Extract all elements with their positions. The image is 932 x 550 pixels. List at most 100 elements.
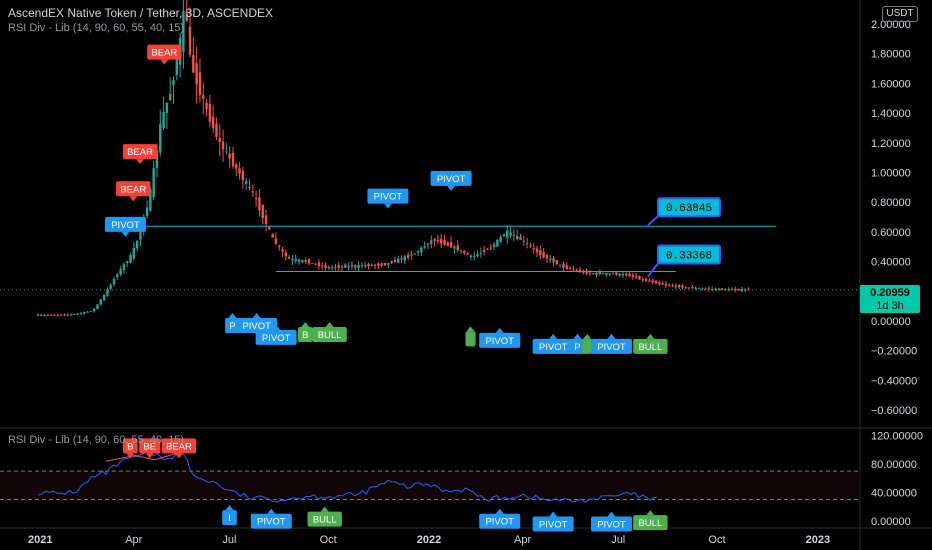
rsi-signal-label-pivot-box [479, 513, 521, 529]
time-axis-tick-label: 2021 [28, 534, 52, 546]
candle-body [334, 266, 337, 268]
candle-body [367, 263, 370, 267]
candle-body [112, 278, 116, 285]
signal-label-pivot: P [570, 333, 585, 354]
signal-label-bull-arrow [466, 326, 475, 332]
signal-label-bull-box [465, 331, 476, 347]
candle-body [185, 11, 188, 21]
price-axis-tick-label: 0.40000 [871, 257, 911, 269]
candle-body [625, 273, 628, 276]
rsi-axis-tick-label: 0.00000 [871, 516, 911, 528]
rsi-signal-label-pivot: PIVOT [479, 508, 521, 529]
candle-body [734, 288, 737, 291]
symbol-title[interactable]: AscendEX Native Token / Tether, 3D, ASCE… [8, 6, 274, 20]
candle-body [46, 314, 50, 316]
candle-body [69, 314, 73, 316]
candle-body [545, 255, 549, 259]
candle-body [370, 265, 373, 267]
signal-label-pivot-arrow [383, 203, 392, 209]
candle-body [532, 248, 535, 250]
signal-label-pivot-text: PIVOT [485, 336, 514, 347]
signal-label-bull-box [298, 326, 313, 342]
candle-body [621, 274, 625, 276]
candle-body [182, 11, 185, 52]
signal-label-pivot-arrow [573, 333, 582, 339]
candle-body [423, 246, 426, 248]
candle-body [198, 72, 202, 96]
signal-label-bull: B [298, 321, 313, 342]
candle-body [152, 168, 155, 198]
rsi-signal-label-bear-box [123, 438, 138, 454]
candle-body [420, 247, 423, 253]
candle-body [202, 95, 205, 99]
rsi-signal-label-bear-box [139, 438, 161, 454]
candle-body [228, 153, 231, 159]
candle-body [106, 289, 109, 296]
signal-label-pivot: PIVOT [255, 324, 297, 345]
candle-body [165, 102, 169, 113]
candle-body [251, 191, 255, 193]
time-axis-tick-label: Apr [125, 534, 142, 546]
candle-body [380, 263, 383, 266]
rsi-signal-label-pivot-box [222, 510, 237, 526]
candle-body [439, 238, 443, 244]
candle-body [628, 273, 631, 277]
rsi-signal-label-pivot-box [532, 516, 574, 532]
candle-body [221, 141, 225, 150]
candle-body [433, 238, 436, 241]
candle-body [36, 314, 40, 316]
candle-body [697, 288, 701, 290]
candle-body [238, 168, 241, 174]
candle-body [347, 266, 350, 268]
candle-body [694, 288, 697, 290]
candle-body [638, 275, 641, 280]
candle-body [261, 204, 264, 219]
candle-body [377, 263, 380, 266]
time-axis-tick-label: Jul [611, 534, 625, 546]
candle-body [522, 240, 526, 242]
candle-body [618, 273, 621, 276]
signal-label-pivot-arrow [495, 327, 504, 333]
rsi-signal-label-pivot-text: PIVOT [257, 517, 286, 528]
signal-label-bear-box [116, 181, 151, 197]
rsi-signal-label-bear-text: BE [143, 441, 156, 452]
candle-body [92, 308, 96, 312]
candle-body [79, 313, 83, 315]
rsi-signal-label-bull-box [633, 515, 668, 531]
candle-body [687, 287, 691, 289]
candle-body [387, 263, 390, 265]
signal-label-pivot-arrow [252, 313, 261, 319]
currency-button[interactable]: USDT [882, 6, 918, 22]
candle-body [446, 242, 449, 246]
candle-body [294, 259, 297, 262]
candle-body [390, 261, 393, 264]
signal-label-bull-text: BULL [318, 330, 342, 341]
rsi-signal-label-pivot-text: PIVOT [597, 520, 626, 531]
signal-label-pivot-arrow [549, 333, 558, 339]
candle-body [109, 284, 112, 289]
candle-body [258, 197, 261, 211]
price-axis-tick-label: 0.60000 [871, 227, 911, 239]
candle-body [707, 288, 711, 290]
candle-body [644, 278, 648, 281]
candle-body [677, 285, 681, 288]
rsi-indicator-title[interactable]: RSI Div - Lib (14, 90, 60, 55, 40, 15) [8, 434, 185, 446]
signal-label-pivot-text: PIVOT [374, 192, 403, 203]
signal-label-bear: BEAR [147, 44, 182, 65]
time-axis-tick-label: 2023 [806, 534, 830, 546]
candle-body [403, 256, 407, 261]
candle-body [704, 288, 707, 290]
candle-body [651, 280, 654, 283]
candle-body [426, 243, 430, 245]
rsi-signal-label-bear: BEAR [161, 438, 197, 459]
candle-body [466, 253, 469, 255]
candle-body [354, 265, 357, 268]
candle-body [413, 253, 416, 255]
candle-body [631, 275, 635, 277]
candle-body [122, 264, 126, 270]
indicator-title[interactable]: RSI Div - Lib (14, 90, 60, 55, 40, 15) [8, 22, 185, 34]
rsi-signal-label-bear-text: BEAR [166, 441, 192, 452]
candle-body [641, 279, 644, 281]
candle-body [314, 263, 317, 265]
